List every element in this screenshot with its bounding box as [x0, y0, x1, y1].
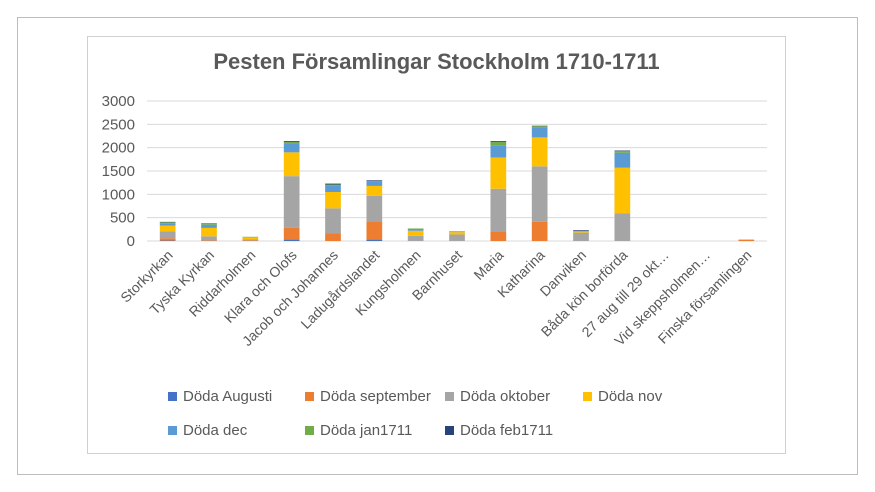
bar-segment: [366, 180, 383, 182]
bar-segment: [573, 230, 589, 232]
y-tick-label: 2000: [102, 140, 135, 157]
bar-segment: [407, 228, 424, 231]
bar-segment: [325, 184, 341, 186]
bar-segment: [366, 221, 383, 240]
bar-segment: [201, 223, 217, 225]
y-tick-label: 1500: [102, 163, 135, 180]
legend-swatch: [305, 426, 314, 435]
legend-item: Döda oktober: [445, 388, 550, 405]
bar-segment: [490, 188, 507, 232]
bar-segment: [366, 185, 383, 196]
legend-item: Döda jan1711: [305, 422, 412, 439]
legend-label: Döda jan1711: [320, 422, 413, 439]
bar-segment: [490, 141, 507, 143]
bar-segment: [325, 208, 341, 234]
bar-segment: [407, 235, 424, 241]
bar-segment: [449, 234, 465, 241]
bar-segment: [614, 152, 631, 168]
bar-segment: [325, 192, 341, 209]
bar-segment: [283, 176, 300, 228]
bar-segment: [242, 237, 259, 240]
legend-label: Döda feb1711: [460, 422, 554, 439]
bar-segment: [159, 223, 176, 226]
x-tick-label: Klara och Olofs: [221, 247, 300, 326]
bar-segment: [614, 167, 631, 214]
bar-segment: [407, 230, 424, 236]
legend-label: Döda september: [320, 388, 431, 405]
bar-segment: [366, 239, 383, 241]
legend-item: Döda september: [305, 388, 431, 405]
bar-segment: [325, 233, 341, 241]
legend-item: Döda dec: [168, 422, 247, 439]
bar-segment: [531, 166, 548, 222]
legend-swatch: [305, 392, 314, 401]
bar-segment: [159, 231, 176, 239]
legend-swatch: [445, 392, 454, 401]
bar-segment: [366, 195, 383, 222]
bar-segment: [490, 142, 507, 146]
bar-segment: [738, 239, 755, 241]
bar-segment: [159, 225, 176, 232]
y-tick-label: 500: [110, 210, 135, 227]
legend-label: Döda Augusti: [183, 388, 273, 405]
image-frame: [17, 17, 858, 475]
bar-segment: [283, 152, 300, 177]
chart-area: [87, 36, 786, 454]
bar-segment: [283, 143, 300, 153]
legend-label: Döda dec: [183, 422, 248, 439]
bar-segment: [201, 227, 217, 237]
bar-segment: [614, 150, 631, 153]
bar-segment: [531, 137, 548, 167]
legend-label: Döda nov: [598, 388, 663, 405]
bar-segment: [531, 126, 548, 128]
bar-segment: [201, 224, 217, 228]
y-tick-label: 3000: [102, 93, 135, 110]
y-tick-label: 1000: [102, 186, 135, 203]
bar-segment: [531, 127, 548, 138]
bar-segment: [490, 231, 507, 241]
bar-segment: [449, 232, 465, 235]
legend-swatch: [168, 392, 177, 401]
bar-segment: [325, 185, 341, 192]
chart-title: Pesten Församlingar Stockholm 1710-1711: [213, 49, 660, 74]
legend-swatch: [583, 392, 592, 401]
bar-segment: [283, 227, 300, 240]
bar-segment: [573, 231, 589, 233]
bar-segment: [283, 239, 300, 241]
legend-swatch: [168, 426, 177, 435]
bar-segment: [531, 221, 548, 241]
bar-segment: [159, 222, 176, 224]
bar-segment: [159, 238, 176, 241]
bar-segment: [573, 232, 589, 241]
bar-segment: [490, 157, 507, 189]
bar-segment: [614, 213, 631, 241]
legend-label: Döda oktober: [460, 388, 551, 405]
legend-item: Döda Augusti: [168, 388, 272, 405]
bar-segment: [201, 236, 217, 241]
bar-segment: [242, 239, 259, 241]
bar-segment: [366, 181, 383, 186]
bar-segment: [325, 183, 341, 185]
y-tick-label: 2500: [102, 116, 135, 133]
bar-segment: [283, 141, 300, 143]
legend-item: Döda feb1711: [445, 422, 553, 439]
legend-swatch: [445, 426, 454, 435]
bar-segment: [490, 145, 507, 158]
x-tick-label: Maria: [470, 247, 506, 283]
y-tick-label: 0: [127, 233, 135, 250]
legend-item: Döda nov: [583, 388, 662, 405]
bar-segment: [283, 142, 300, 144]
